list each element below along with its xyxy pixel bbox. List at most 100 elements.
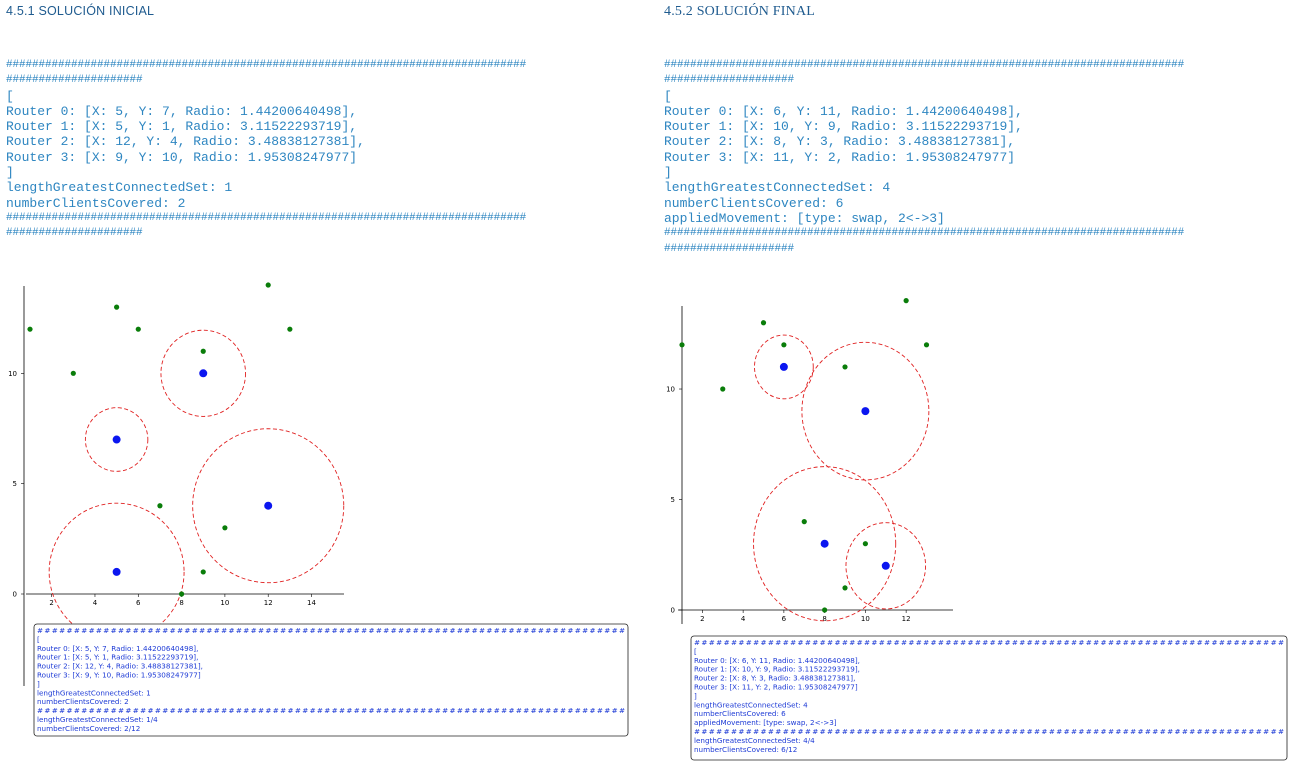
router-point xyxy=(199,369,208,378)
client-point xyxy=(760,320,767,326)
router-point xyxy=(820,539,829,548)
router-point xyxy=(112,435,121,444)
client-point xyxy=(287,326,293,332)
router-point xyxy=(861,407,870,416)
console-line: Router 1: [X: 5, Y: 1, Radio: 3.11522293… xyxy=(6,119,358,135)
x-tick-label: 6 xyxy=(136,599,141,607)
console-line: Router 1: [X: 10, Y: 9, Radio: 3.1152229… xyxy=(664,119,1023,135)
router-point xyxy=(264,501,273,510)
client-point xyxy=(822,607,828,613)
legend-line: [ xyxy=(37,635,40,644)
client-point xyxy=(200,348,206,354)
console-line: lengthGreatestConnectedSet: 1 xyxy=(6,180,233,196)
legend-line: Router 1: [X: 10, Y: 9, Radio: 3.1152229… xyxy=(694,665,860,674)
legend-line: numberClientsCovered: 2/12 xyxy=(37,724,140,733)
client-point xyxy=(157,503,163,509)
console-line: ] xyxy=(6,165,14,181)
legend-line: lengthGreatestConnectedSet: 1/4 xyxy=(37,715,158,724)
legend-line: lengthGreatestConnectedSet: 4/4 xyxy=(694,736,815,745)
client-point xyxy=(801,519,807,525)
legend-line: lengthGreatestConnectedSet: 1 xyxy=(37,688,151,697)
x-tick-label: 12 xyxy=(902,615,911,623)
legend-line: numberClientsCovered: 2 xyxy=(37,697,129,706)
console-line: [ xyxy=(6,88,14,104)
router-point xyxy=(881,561,890,570)
scatter-plot-final: 2 4 6 8 10 12 0 5 10 ############################… xyxy=(666,298,1288,761)
client-point xyxy=(903,298,909,304)
console-line: Router 3: [X: 11, Y: 2, Radio: 1.9530824… xyxy=(664,149,1016,165)
console-line: Router 2: [X: 12, Y: 4, Radio: 3.4883812… xyxy=(6,134,365,150)
client-point xyxy=(923,342,930,348)
client-point xyxy=(842,364,848,370)
client-point xyxy=(720,386,726,392)
console-line: appliedMovement: [type: swap, 2<->3] xyxy=(664,210,945,226)
legend-line: ########################################… xyxy=(37,706,625,715)
console-line: ########################################… xyxy=(664,227,1185,240)
router-range-circle xyxy=(754,334,814,400)
legend-line: Router 0: [X: 6, Y: 11, Radio: 1.4420064… xyxy=(694,656,860,665)
console-line: ########################################… xyxy=(664,59,1185,71)
x-tick-label: 10 xyxy=(861,615,870,623)
console-line: Router 3: [X: 9, Y: 10, Radio: 1.9530824… xyxy=(6,149,358,165)
console-line: Router 0: [X: 6, Y: 11, Radio: 1.4420064… xyxy=(664,103,1023,119)
legend-frame xyxy=(690,635,1288,761)
legend-line: appliedMovement: [type: swap, 2<->3] xyxy=(694,718,837,727)
console-line: #################### xyxy=(664,242,795,255)
y-tick-label: 10 xyxy=(8,370,17,378)
legend-line: numberClientsCovered: 6 xyxy=(694,709,786,718)
y-tick-label: 5 xyxy=(13,480,17,488)
legend-line: Router 2: [X: 12, Y: 4, Radio: 3.4883812… xyxy=(37,662,203,671)
legend-line: Router 3: [X: 11, Y: 2, Radio: 1.9530824… xyxy=(694,683,858,692)
plot-legend-box: ########################################… xyxy=(33,623,629,737)
legend-line: ] xyxy=(37,679,40,688)
legend-line: lengthGreatestConnectedSet: 4 xyxy=(694,700,808,709)
console-line: lengthGreatestConnectedSet: 4 xyxy=(664,180,891,196)
console-line: [ xyxy=(664,88,672,104)
console-line: ########################################… xyxy=(6,211,527,224)
y-tick-label: 5 xyxy=(671,496,675,504)
console-line: ##################### xyxy=(6,74,143,87)
console-line: Router 2: [X: 8, Y: 3, Radio: 3.48838127… xyxy=(664,134,1016,150)
x-tick-label: 8 xyxy=(822,615,826,623)
console-line: ########################################… xyxy=(6,59,527,71)
legend-line: ########################################… xyxy=(694,727,1284,736)
console-line: ] xyxy=(664,165,672,181)
console-line: #################### xyxy=(664,74,795,87)
console-line: numberClientsCovered: 6 xyxy=(664,195,844,211)
console-line: ##################### xyxy=(6,227,143,240)
router-range-circle xyxy=(84,407,149,472)
legend-line: [ xyxy=(694,647,697,656)
section-heading: 4.5.2 SOLUCIÓN FINAL xyxy=(664,4,815,19)
legend-line: ########################################… xyxy=(694,638,1284,647)
client-point xyxy=(679,342,685,348)
router-range-circle xyxy=(192,428,345,584)
console-output: ##################### ###################… xyxy=(6,58,526,242)
legend-line: ] xyxy=(694,691,697,700)
router-point xyxy=(112,567,121,576)
plot-legend-box: ########################################… xyxy=(690,635,1288,761)
client-point xyxy=(178,591,185,597)
scatter-plot-inicial: 2 4 6 8 10 12 14 0 5 10 ##########################… xyxy=(8,282,629,737)
router-range-circle xyxy=(801,341,930,481)
y-tick-label: 10 xyxy=(666,386,675,394)
legend-line: numberClientsCovered: 6/12 xyxy=(694,745,797,754)
client-point xyxy=(265,282,271,288)
legend-line: Router 0: [X: 5, Y: 7, Radio: 1.44200640… xyxy=(37,644,198,653)
x-tick-label: 2 xyxy=(49,599,53,607)
y-tick-label: 0 xyxy=(13,591,17,599)
legend-frame xyxy=(33,623,629,737)
console-line: Router 0: [X: 5, Y: 7, Radio: 1.44200640… xyxy=(6,103,358,119)
x-tick-label: 4 xyxy=(741,615,746,623)
client-point xyxy=(135,326,141,332)
client-point xyxy=(862,541,868,547)
router-range-circle xyxy=(845,522,927,610)
section-heading: 4.5.1 SOLUCIÓN INICIAL xyxy=(6,4,155,18)
x-tick-label: 6 xyxy=(782,615,787,623)
client-point xyxy=(27,326,33,332)
x-tick-label: 12 xyxy=(264,599,273,607)
client-point xyxy=(781,342,787,348)
axes: 2 4 6 8 10 12 0 5 10 xyxy=(666,306,953,624)
client-point xyxy=(222,525,228,531)
axes: 2 4 6 8 10 12 14 0 5 10 xyxy=(8,286,344,686)
panel-solucion-inicial: 4.5.1 SOLUCIÓN INICIAL #################… xyxy=(0,0,640,774)
